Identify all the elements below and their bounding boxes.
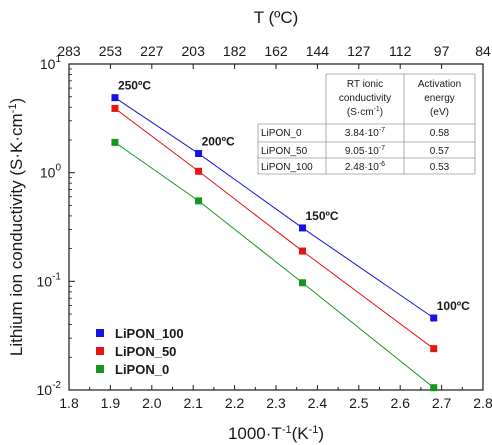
- table-energy-cell: 0.58: [430, 128, 450, 139]
- table-energy-cell: 0.53: [430, 162, 450, 173]
- point-lipon-50: [195, 167, 203, 175]
- fit-line-lipon-50: [114, 108, 435, 350]
- y-axis-title-sup: -1: [7, 104, 19, 114]
- x-tick-label: 2.1: [183, 395, 203, 411]
- x-tick-label: 2.5: [349, 395, 369, 411]
- x-tick-label: 2.2: [225, 395, 245, 411]
- table-header-cell: energy: [424, 93, 455, 104]
- y-tick-label: 101: [40, 54, 62, 72]
- top-tick-label: 144: [306, 43, 330, 59]
- legend-label: LiPON_100: [115, 326, 184, 341]
- temperature-annotation: 150ºC: [305, 209, 338, 223]
- properties-table: RT ionic conductivity (S·cm-1) Activation en…: [257, 73, 476, 175]
- table-conductivity-cell: 3.84·10-7: [345, 127, 385, 139]
- table-header-cell: Activation: [418, 79, 461, 90]
- table-header-bg: [326, 74, 475, 124]
- table-row-label: LiPON_0: [261, 128, 302, 139]
- table-header-cell: (S·cm-1): [347, 106, 383, 118]
- table-energy-cell: 0.57: [430, 146, 450, 157]
- x-axis-title-unit: (K: [292, 424, 310, 443]
- point-lipon-100: [430, 314, 438, 322]
- x-axis-title-unit-sup: -1: [309, 424, 319, 436]
- point-lipon-100: [111, 94, 119, 102]
- x-axis-title-end: ): [318, 424, 324, 443]
- top-tick-label: 162: [264, 43, 288, 59]
- table-conductivity-cell: 2.48·10-6: [345, 161, 385, 173]
- table-row-label: LiPON_50: [261, 146, 308, 157]
- legend-marker: [96, 365, 104, 373]
- table-row-label: LiPON_100: [261, 162, 313, 173]
- top-tick-label: 127: [347, 43, 371, 59]
- data-points: [111, 94, 438, 392]
- point-lipon-50: [298, 247, 306, 255]
- fit-lines: [114, 97, 435, 389]
- table-body-bg: [258, 124, 475, 174]
- top-axis-tick-labels: 283 253 227 203 182 162 144 127 112 97 84: [57, 43, 491, 59]
- legend-label: LiPON_0: [115, 362, 169, 377]
- y-axis-title-end: ): [7, 98, 26, 104]
- tick-marks: [68, 63, 484, 391]
- top-tick-label: 253: [99, 43, 123, 59]
- x-tick-label: 1.9: [101, 395, 121, 411]
- top-tick-label: 227: [140, 43, 164, 59]
- y-tick-label: 10-1: [37, 271, 62, 289]
- x-tick-label: 1.8: [59, 395, 79, 411]
- point-lipon-100: [298, 224, 306, 232]
- x-tick-labels: 1.8 1.9 2.0 2.1 2.2 2.3 2.4 2.5 2.6 2.7 2.8: [59, 395, 492, 411]
- point-lipon-0: [195, 197, 203, 205]
- temperature-annotation: 250ºC: [118, 79, 151, 93]
- x-axis-title: 1000·T-1(K-1): [228, 424, 324, 443]
- point-lipon-0: [111, 138, 119, 146]
- point-lipon-0: [298, 279, 306, 287]
- y-axis-title: Lithium ion conductivity (S·K·cm-1): [7, 98, 26, 356]
- fit-line-lipon-0: [114, 141, 435, 389]
- x-tick-label: 2.3: [266, 395, 286, 411]
- table-conductivity-cell: 9.05·10-7: [345, 145, 385, 157]
- y-tick-label: 10-2: [37, 380, 62, 398]
- x-tick-label: 2.4: [308, 395, 328, 411]
- top-tick-label: 97: [434, 43, 450, 59]
- legend-label: LiPON_50: [115, 344, 176, 359]
- legend-marker: [96, 329, 104, 337]
- point-lipon-50: [430, 345, 438, 353]
- temperature-annotations: 250ºC 200ºC 150ºC 100ºC: [118, 79, 470, 313]
- table-header-cell: (eV): [430, 107, 449, 118]
- temperature-annotation: 200ºC: [202, 135, 235, 149]
- point-lipon-100: [195, 150, 203, 158]
- x-tick-label: 2.7: [432, 395, 452, 411]
- x-tick-label: 2.6: [390, 395, 410, 411]
- fit-line-lipon-100: [114, 97, 435, 319]
- top-tick-label: 283: [57, 43, 81, 59]
- top-tick-label: 112: [389, 43, 412, 59]
- top-tick-label: 84: [475, 43, 491, 59]
- legend-marker: [96, 347, 104, 355]
- table-header-cell: RT ionic: [347, 79, 383, 90]
- x-axis-title-sup: -1: [282, 424, 292, 436]
- top-axis-title: T (ºC): [254, 8, 299, 27]
- x-tick-label: 2.8: [473, 395, 492, 411]
- y-axis-title-main: Lithium ion conductivity (S·K·cm: [7, 113, 26, 356]
- top-tick-label: 182: [223, 43, 247, 59]
- y-tick-labels: 10-2 10-1 100 101: [37, 54, 62, 398]
- top-tick-label: 203: [182, 43, 206, 59]
- x-tick-label: 2.0: [142, 395, 162, 411]
- x-axis-title-main: 1000·T: [228, 424, 282, 443]
- point-lipon-0: [430, 384, 438, 392]
- y-tick-label: 100: [40, 163, 62, 181]
- legend: LiPON_100 LiPON_50 LiPON_0: [96, 326, 184, 377]
- table-header-cell: conductivity: [339, 93, 391, 104]
- temperature-annotation: 100ºC: [437, 299, 470, 313]
- point-lipon-50: [111, 104, 119, 112]
